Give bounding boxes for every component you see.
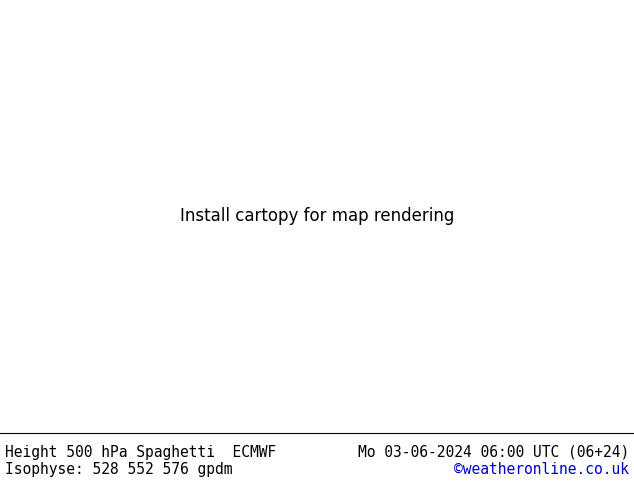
- Text: Install cartopy for map rendering: Install cartopy for map rendering: [180, 207, 454, 225]
- Text: Height 500 hPa Spaghetti  ECMWF: Height 500 hPa Spaghetti ECMWF: [5, 445, 276, 460]
- Text: Isophyse: 528 552 576 gpdm: Isophyse: 528 552 576 gpdm: [5, 462, 233, 477]
- Text: Mo 03-06-2024 06:00 UTC (06+24): Mo 03-06-2024 06:00 UTC (06+24): [358, 445, 629, 460]
- Text: ©weatheronline.co.uk: ©weatheronline.co.uk: [454, 462, 629, 477]
